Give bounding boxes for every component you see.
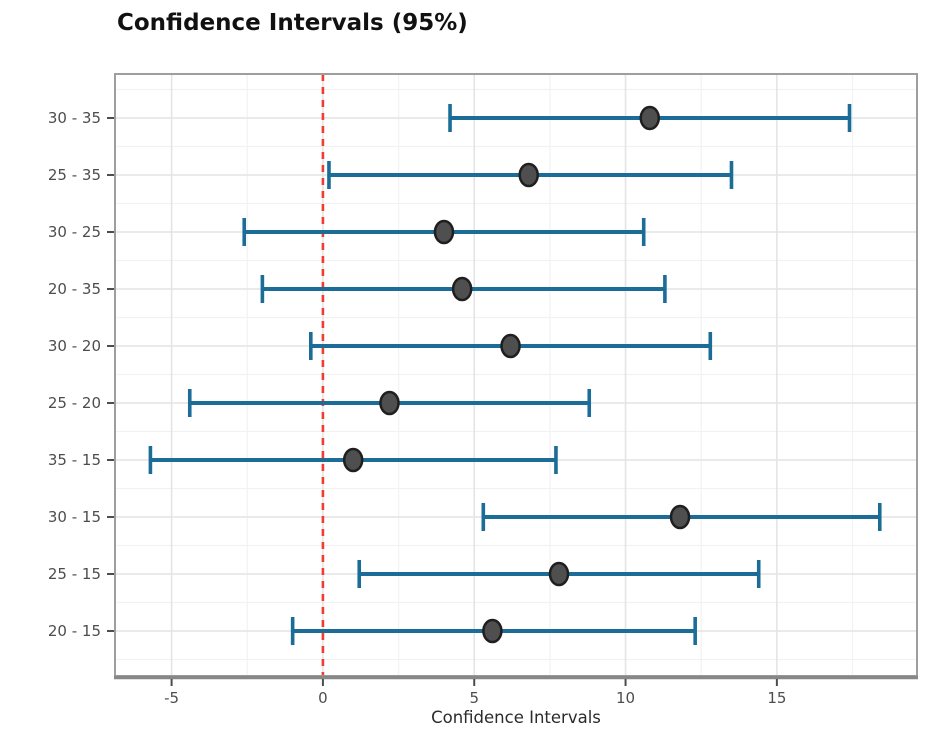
- chart-title: Confidence Intervals (95%): [117, 10, 468, 36]
- mean-point: [379, 390, 400, 416]
- x-axis-title: Confidence Intervals: [431, 708, 601, 727]
- y-tick-label: 35 - 15: [48, 451, 101, 469]
- y-tick-label: 30 - 25: [48, 223, 101, 241]
- x-tick-label: 5: [469, 689, 479, 707]
- mean-point: [518, 162, 539, 188]
- x-tick-label: -5: [164, 689, 179, 707]
- y-tick-label: 30 - 15: [48, 508, 101, 526]
- y-tick-label: 30 - 35: [48, 109, 101, 127]
- mean-point: [500, 333, 521, 359]
- y-tick-label: 25 - 20: [48, 394, 101, 412]
- x-tick-label: 15: [767, 689, 786, 707]
- mean-point: [669, 504, 691, 530]
- y-tick-label: 20 - 35: [48, 280, 101, 298]
- mean-point: [639, 105, 661, 131]
- y-tick-label: 30 - 20: [48, 337, 101, 355]
- y-tick-label: 25 - 35: [48, 166, 101, 184]
- mean-point: [548, 561, 570, 587]
- mean-point: [342, 447, 364, 473]
- x-tick-label: 0: [318, 689, 328, 707]
- mean-point: [433, 219, 455, 245]
- y-tick-label: 25 - 15: [48, 565, 101, 583]
- mean-point: [451, 276, 473, 302]
- mean-point: [482, 618, 503, 644]
- y-tick-label: 20 - 15: [48, 622, 101, 640]
- x-tick-label: 10: [616, 689, 635, 707]
